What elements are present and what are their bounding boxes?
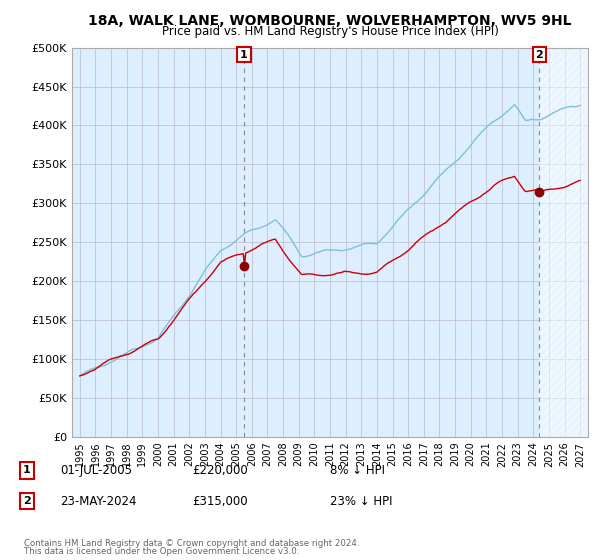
Bar (539, 48, 588, 437)
Text: 1: 1 (240, 49, 248, 59)
Text: 1: 1 (23, 465, 31, 475)
Text: 23-MAY-2024: 23-MAY-2024 (60, 494, 137, 508)
Text: 2: 2 (23, 496, 31, 506)
Text: Contains HM Land Registry data © Crown copyright and database right 2024.: Contains HM Land Registry data © Crown c… (24, 539, 359, 548)
Text: 8% ↓ HPI: 8% ↓ HPI (330, 464, 385, 477)
Text: £315,000: £315,000 (192, 494, 248, 508)
Text: £220,000: £220,000 (192, 464, 248, 477)
Text: Price paid vs. HM Land Registry's House Price Index (HPI): Price paid vs. HM Land Registry's House … (161, 25, 499, 38)
Text: 01-JUL-2005: 01-JUL-2005 (60, 464, 132, 477)
Text: 18A, WALK LANE, WOMBOURNE, WOLVERHAMPTON, WV5 9HL: 18A, WALK LANE, WOMBOURNE, WOLVERHAMPTON… (88, 14, 572, 28)
Text: This data is licensed under the Open Government Licence v3.0.: This data is licensed under the Open Gov… (24, 547, 299, 556)
Text: 23% ↓ HPI: 23% ↓ HPI (330, 494, 392, 508)
Text: 2: 2 (535, 49, 543, 59)
